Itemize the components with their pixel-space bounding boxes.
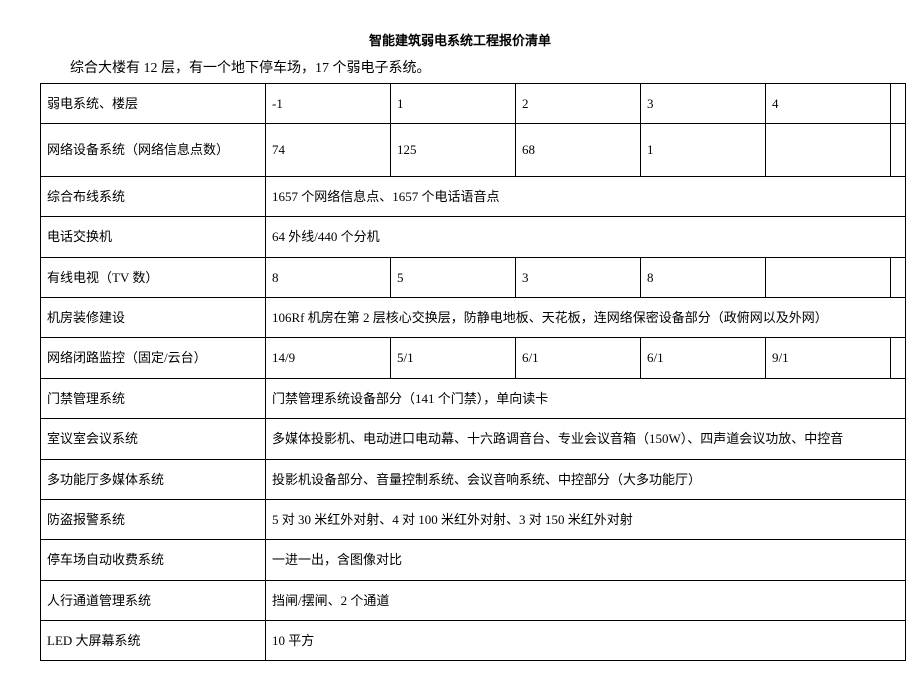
quotation-table: 弱电系统、楼层 -1 1 2 3 4 网络设备系统（网络信息点数） 74 125… [40, 83, 906, 661]
cell [891, 257, 906, 297]
header-col-2: 2 [516, 84, 641, 124]
row-label: 室议室会议系统 [41, 419, 266, 459]
cell: 1 [641, 124, 766, 176]
cell [891, 124, 906, 176]
cell-merged: 多媒体投影机、电动进口电动幕、十六路调音台、专业会议音箱（150W）、四声道会议… [266, 419, 906, 459]
row-label: 有线电视（TV 数） [41, 257, 266, 297]
cell-merged: 64 外线/440 个分机 [266, 217, 906, 257]
table-row: 电话交换机 64 外线/440 个分机 [41, 217, 906, 257]
table-row: 综合布线系统 1657 个网络信息点、1657 个电话语音点 [41, 176, 906, 216]
header-label: 弱电系统、楼层 [41, 84, 266, 124]
row-label: 网络设备系统（网络信息点数） [41, 124, 266, 176]
row-label: LED 大屏幕系统 [41, 621, 266, 661]
header-col-extra [891, 84, 906, 124]
cell: 5/1 [391, 338, 516, 378]
row-label: 多功能厅多媒体系统 [41, 459, 266, 499]
cell: 6/1 [641, 338, 766, 378]
cell-merged: 一进一出，含图像对比 [266, 540, 906, 580]
table-row: 网络闭路监控（固定/云台） 14/9 5/1 6/1 6/1 9/1 [41, 338, 906, 378]
cell: 68 [516, 124, 641, 176]
table-row: 网络设备系统（网络信息点数） 74 125 68 1 [41, 124, 906, 176]
table-header-row: 弱电系统、楼层 -1 1 2 3 4 [41, 84, 906, 124]
table-row: LED 大屏幕系统 10 平方 [41, 621, 906, 661]
row-label: 电话交换机 [41, 217, 266, 257]
cell: 5 [391, 257, 516, 297]
document-title: 智能建筑弱电系统工程报价清单 [40, 30, 880, 49]
cell-merged: 门禁管理系统设备部分（141 个门禁），单向读卡 [266, 378, 906, 418]
cell: 8 [641, 257, 766, 297]
cell-merged: 投影机设备部分、音量控制系统、会议音响系统、中控部分（大多功能厅） [266, 459, 906, 499]
row-label: 防盗报警系统 [41, 499, 266, 539]
cell-merged: 挡闸/摆闸、2 个通道 [266, 580, 906, 620]
table-row: 停车场自动收费系统 一进一出，含图像对比 [41, 540, 906, 580]
header-col-4: 4 [766, 84, 891, 124]
cell: 9/1 [766, 338, 891, 378]
cell: 125 [391, 124, 516, 176]
cell-merged: 1657 个网络信息点、1657 个电话语音点 [266, 176, 906, 216]
row-label: 综合布线系统 [41, 176, 266, 216]
header-col-1: 1 [391, 84, 516, 124]
row-label: 机房装修建设 [41, 297, 266, 337]
cell [891, 338, 906, 378]
table-row: 多功能厅多媒体系统 投影机设备部分、音量控制系统、会议音响系统、中控部分（大多功… [41, 459, 906, 499]
cell: 8 [266, 257, 391, 297]
cell: 6/1 [516, 338, 641, 378]
table-row: 机房装修建设 106Rf 机房在第 2 层核心交换层，防静电地板、天花板，连网络… [41, 297, 906, 337]
table-row: 人行通道管理系统 挡闸/摆闸、2 个通道 [41, 580, 906, 620]
cell: 74 [266, 124, 391, 176]
cell [766, 124, 891, 176]
row-label: 网络闭路监控（固定/云台） [41, 338, 266, 378]
table-row: 室议室会议系统 多媒体投影机、电动进口电动幕、十六路调音台、专业会议音箱（150… [41, 419, 906, 459]
cell-merged: 106Rf 机房在第 2 层核心交换层，防静电地板、天花板，连网络保密设备部分（… [266, 297, 906, 337]
cell [766, 257, 891, 297]
cell-merged: 5 对 30 米红外对射、4 对 100 米红外对射、3 对 150 米红外对射 [266, 499, 906, 539]
cell-merged: 10 平方 [266, 621, 906, 661]
header-col-neg1: -1 [266, 84, 391, 124]
row-label: 人行通道管理系统 [41, 580, 266, 620]
document-subtitle: 综合大楼有 12 层，有一个地下停车场，17 个弱电子系统。 [70, 57, 880, 77]
cell: 14/9 [266, 338, 391, 378]
table-row: 门禁管理系统 门禁管理系统设备部分（141 个门禁），单向读卡 [41, 378, 906, 418]
table-row: 有线电视（TV 数） 8 5 3 8 [41, 257, 906, 297]
row-label: 停车场自动收费系统 [41, 540, 266, 580]
cell: 3 [516, 257, 641, 297]
row-label: 门禁管理系统 [41, 378, 266, 418]
table-row: 防盗报警系统 5 对 30 米红外对射、4 对 100 米红外对射、3 对 15… [41, 499, 906, 539]
header-col-3: 3 [641, 84, 766, 124]
